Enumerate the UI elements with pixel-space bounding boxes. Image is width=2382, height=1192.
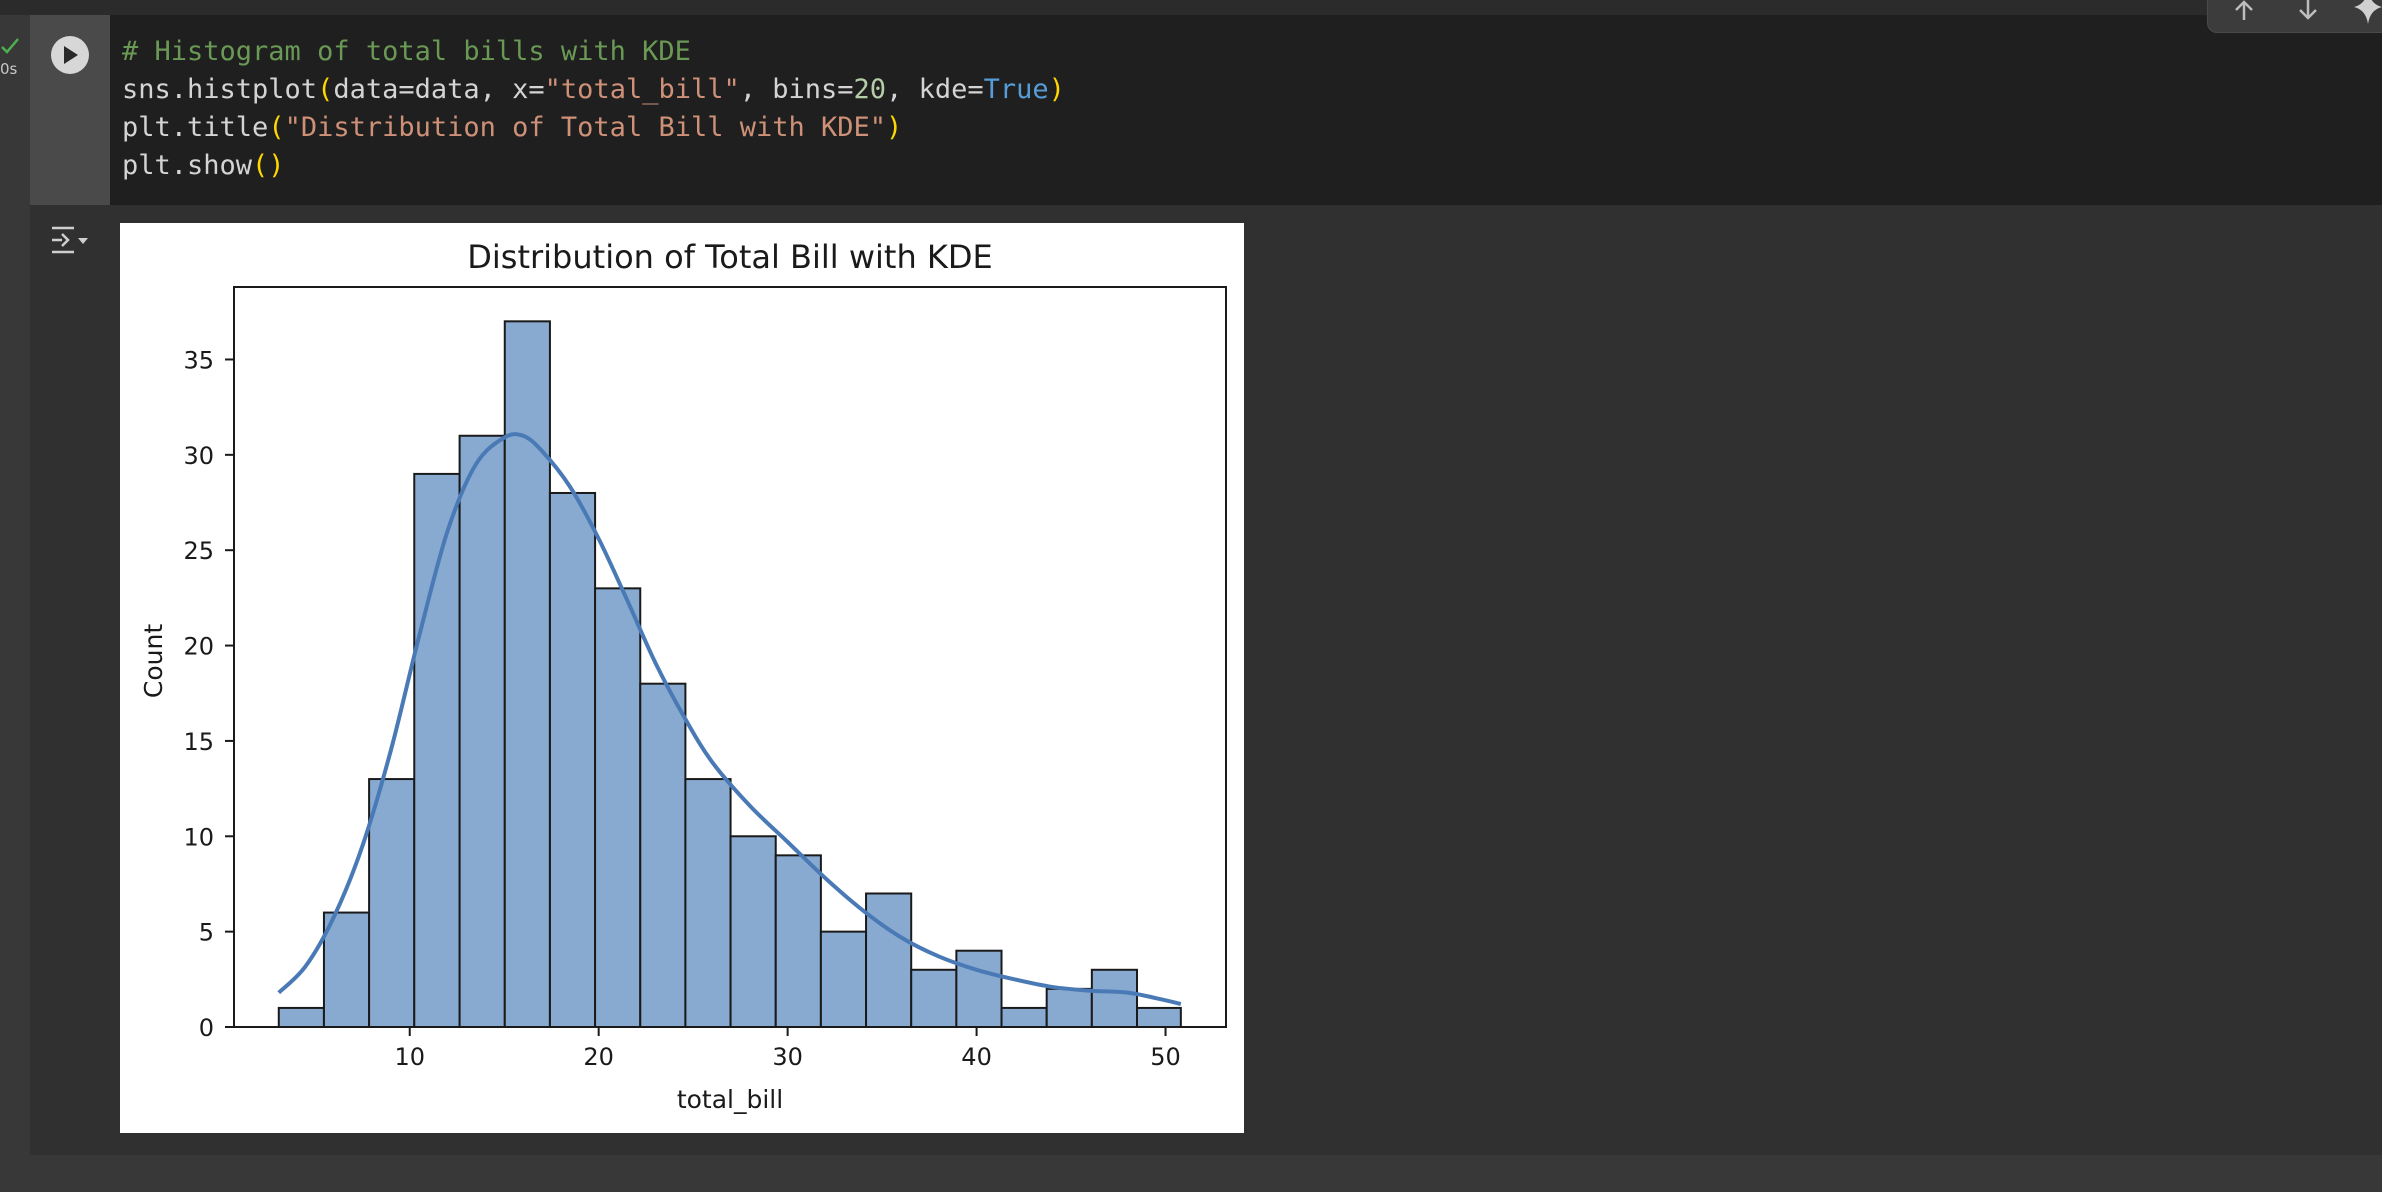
histogram-bar: [503, 320, 551, 1028]
code-token: , bins=: [739, 74, 854, 105]
code-paren: (: [317, 74, 334, 105]
histogram-bar: [413, 472, 461, 1028]
histogram-bar: [548, 491, 597, 1028]
arrow-down-icon: [2299, 0, 2317, 20]
chart-title: Distribution of Total Bill with KDE: [467, 238, 992, 276]
histogram-bar: [1136, 1006, 1182, 1029]
y-tick-label: 15: [183, 728, 214, 756]
code-paren: (: [268, 112, 285, 143]
y-tick-label: 10: [183, 823, 214, 851]
histogram-bar: [865, 892, 913, 1029]
move-down-button[interactable]: [2288, 0, 2328, 24]
code-keyword: True: [983, 74, 1049, 105]
histogram-bar: [774, 854, 822, 1029]
y-tick-label: 0: [199, 1014, 214, 1042]
output-toggle-button[interactable]: [48, 222, 92, 262]
code-token: sns.histplot: [122, 74, 318, 105]
plot-frame: [233, 286, 1227, 1028]
arrow-up-icon: [2235, 0, 2253, 20]
code-editor[interactable]: [110, 15, 2382, 205]
y-tick-label: 30: [183, 442, 214, 470]
histogram-bar: [819, 930, 868, 1028]
move-up-button[interactable]: [2224, 0, 2264, 24]
x-tick-label: 50: [1150, 1043, 1181, 1071]
code-token: plt.show: [122, 150, 253, 181]
histogram-bar: [1090, 968, 1139, 1029]
code-number: 20: [853, 74, 887, 105]
y-axis-label: Count: [139, 624, 168, 698]
code-text[interactable]: # Histogram of total bills with KDE sns.…: [122, 33, 1065, 185]
y-tick-label: 25: [183, 537, 214, 565]
check-icon: [0, 36, 20, 56]
histogram-bar: [594, 587, 642, 1028]
code-token: data=data, x=: [333, 74, 545, 105]
sparkle-icon: [2354, 0, 2382, 24]
histogram-bar: [684, 778, 732, 1028]
x-tick-label: 30: [772, 1043, 803, 1071]
histogram-bar: [458, 434, 506, 1029]
play-icon: [64, 46, 78, 64]
gemini-button[interactable]: [2348, 0, 2382, 24]
x-tick-label: 40: [961, 1043, 992, 1071]
code-string: "total_bill": [544, 74, 740, 105]
histogram-bar: [277, 1006, 325, 1029]
histogram-chart: Distribution of Total Bill with KDE Coun…: [139, 238, 1227, 1114]
histogram-bar: [1045, 987, 1093, 1028]
notebook-top-strip: [0, 0, 2382, 15]
histogram-bar: [368, 778, 416, 1028]
x-tick-label: 10: [394, 1043, 425, 1071]
code-string: "Distribution of Total Bill with KDE": [284, 112, 887, 143]
run-cell-button[interactable]: [51, 36, 89, 74]
y-tick-label: 5: [199, 919, 214, 947]
histogram-bar: [729, 835, 777, 1028]
code-comment: # Histogram of total bills with KDE: [122, 36, 691, 67]
y-tick-label: 20: [183, 633, 214, 661]
code-token: plt.title: [122, 112, 269, 143]
histogram-bar: [955, 949, 1003, 1029]
code-paren: ): [886, 112, 903, 143]
code-token: , kde=: [886, 74, 984, 105]
code-paren: ): [1048, 74, 1065, 105]
histogram-bar: [1000, 1006, 1048, 1029]
histogram-bar: [639, 682, 687, 1028]
histogram-bar: [910, 968, 958, 1029]
x-axis-label: total_bill: [677, 1085, 783, 1114]
y-tick-label: 35: [183, 346, 214, 374]
kde-line: [277, 432, 1182, 1007]
x-tick-label: 20: [583, 1043, 614, 1071]
code-paren: (): [252, 150, 285, 181]
output-toggle-icon: [52, 226, 88, 254]
cell-bottom-area: [30, 1155, 2382, 1192]
histogram-bar: [322, 911, 371, 1029]
execution-time: 0s: [0, 60, 18, 78]
cell-toolbar: [2207, 0, 2382, 33]
plot-output: Distribution of Total Bill with KDE Coun…: [120, 223, 1244, 1133]
